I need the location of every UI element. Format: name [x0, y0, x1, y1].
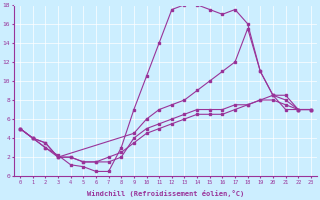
- X-axis label: Windchill (Refroidissement éolien,°C): Windchill (Refroidissement éolien,°C): [87, 190, 244, 197]
